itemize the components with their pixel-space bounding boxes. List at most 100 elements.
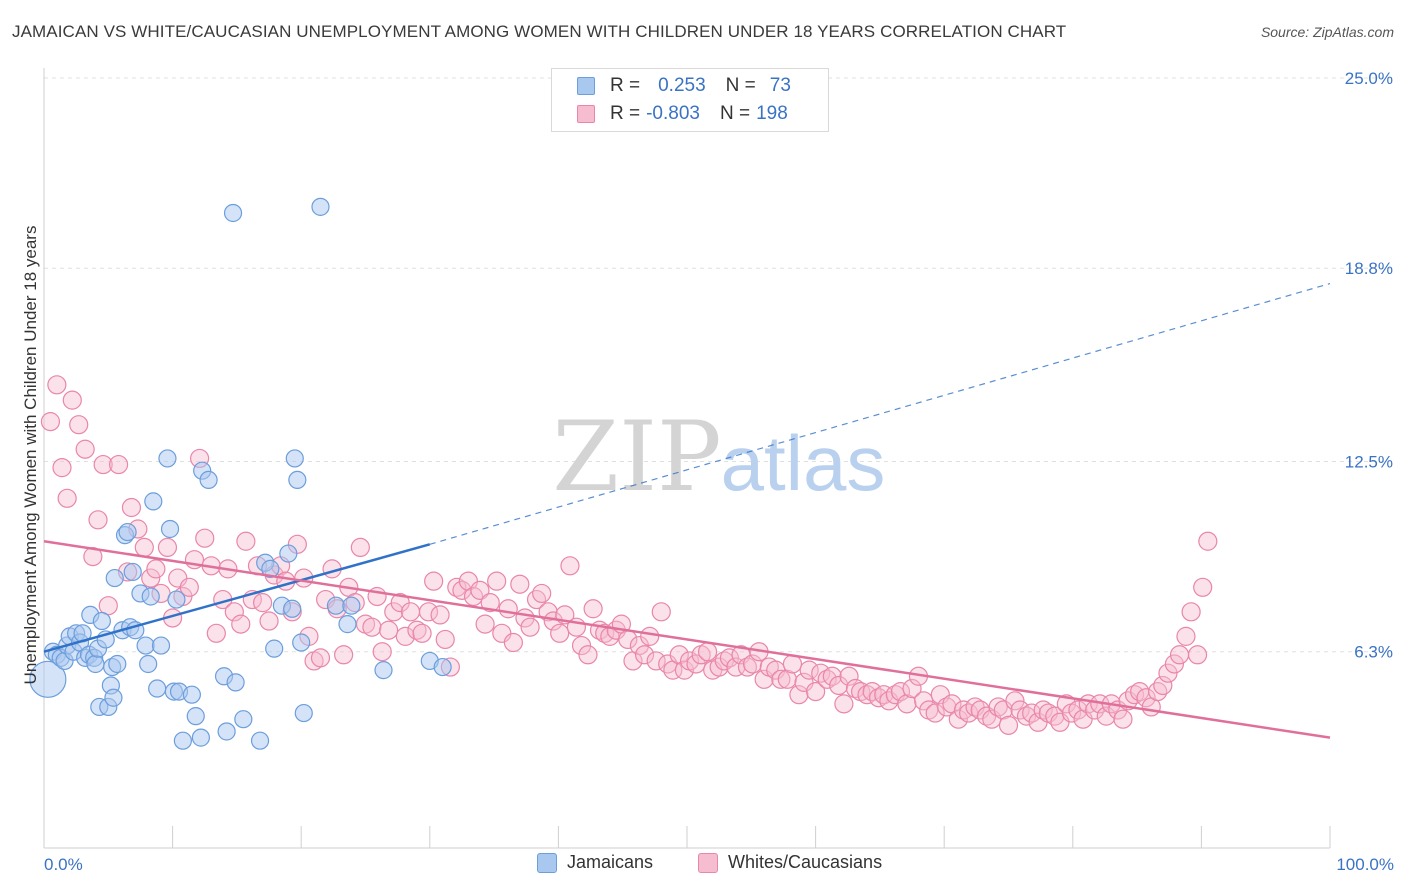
bottom-legend-label-jamaicans: Jamaicans: [567, 852, 654, 872]
legend-row-jamaicans: R = 0.253 N = 73: [577, 74, 791, 98]
data-point-white: [902, 678, 922, 699]
data-point-white: [874, 685, 894, 705]
data-point-white: [789, 685, 809, 705]
x-tick-label-min: 0.0%: [44, 855, 83, 874]
data-point-white: [1016, 706, 1037, 726]
data-point-jamaican: [86, 654, 105, 674]
data-point-white: [697, 642, 718, 662]
data-point-white: [195, 528, 215, 548]
data-point-jamaican: [151, 636, 171, 655]
data-point-jamaican: [199, 470, 218, 490]
legend-r-value: -0.803: [646, 103, 700, 124]
data-point-white: [1187, 645, 1208, 665]
data-point-white: [669, 645, 689, 665]
data-point-white: [948, 709, 968, 729]
data-point-jamaican: [186, 707, 205, 726]
data-point-jamaican: [118, 522, 137, 542]
y-tick-labels: 6.3% 12.5% 18.8% 25.0%: [1345, 69, 1393, 662]
data-point-jamaican: [326, 596, 346, 615]
data-point-jamaican: [342, 596, 361, 615]
data-point-white: [334, 645, 354, 665]
data-point-white: [686, 654, 706, 674]
series-jamaicans: [29, 197, 452, 750]
data-point-jamaican: [265, 639, 284, 658]
data-point-white: [646, 651, 666, 671]
data-point-white: [640, 626, 660, 646]
data-point-white: [1045, 706, 1065, 726]
data-point-white: [407, 620, 427, 640]
data-point-jamaican: [292, 633, 311, 652]
data-point-white: [206, 623, 226, 643]
data-point-white: [988, 697, 1008, 717]
data-point-white: [121, 497, 142, 518]
data-point-jamaican: [223, 203, 243, 223]
data-point-jamaican: [294, 703, 313, 723]
y-tick-label: 18.8%: [1345, 259, 1393, 278]
data-point-white: [834, 694, 854, 714]
data-point-jamaican: [338, 615, 357, 634]
data-point-jamaican: [160, 519, 180, 539]
data-point-white: [503, 632, 523, 653]
data-point-white: [510, 574, 530, 594]
data-point-white: [1068, 700, 1088, 720]
legend-row-whites: R = -0.803 N = 198: [577, 102, 788, 126]
data-point-white: [857, 685, 877, 705]
legend-r-value: 0.253: [658, 75, 706, 96]
trend-lines: [43, 282, 1331, 739]
y-tick-label: 25.0%: [1345, 69, 1393, 88]
data-point-white: [350, 537, 370, 558]
data-point-white: [475, 614, 495, 634]
bottom-legend-label-whites: Whites/Caucasians: [728, 852, 883, 872]
data-point-white: [480, 593, 500, 613]
data-point-white: [93, 454, 113, 475]
legend-swatch-blue: [577, 77, 595, 95]
data-point-white: [157, 537, 178, 558]
data-point-white: [447, 577, 467, 597]
data-point-white: [470, 580, 490, 600]
trend-line-whites: [43, 540, 1331, 739]
data-point-white: [771, 669, 791, 689]
data-point-white: [498, 599, 518, 619]
data-point-white: [1136, 688, 1156, 708]
data-point-jamaican: [144, 492, 163, 511]
data-point-white: [925, 703, 945, 723]
data-point-jamaican: [136, 636, 155, 655]
y-axis-label: Unemployment Among Women with Children U…: [21, 226, 40, 685]
data-point-white: [435, 629, 455, 650]
data-point-white: [412, 623, 432, 643]
x-tick-label-max: 100.0%: [1336, 855, 1394, 874]
data-point-white: [560, 556, 580, 576]
data-point-white: [430, 605, 450, 625]
data-point-white: [236, 531, 256, 551]
data-point-white: [520, 617, 540, 637]
data-point-white: [1193, 577, 1213, 597]
data-point-white: [1113, 709, 1133, 729]
data-point-jamaican: [182, 685, 201, 704]
data-point-white: [75, 439, 95, 459]
data-point-white: [897, 694, 917, 714]
data-point-white: [259, 611, 279, 631]
data-point-jamaican: [288, 470, 307, 490]
data-point-jamaican: [158, 449, 177, 468]
data-point-white: [62, 390, 82, 410]
data-point-white: [1164, 654, 1184, 674]
data-point-white: [1181, 602, 1201, 622]
data-point-white: [1148, 681, 1168, 702]
data-point-white: [817, 669, 837, 689]
data-point-white: [253, 593, 273, 613]
data-point-white: [742, 654, 763, 674]
data-point-white: [839, 666, 859, 686]
data-point-white: [69, 415, 89, 435]
data-point-white: [578, 645, 598, 665]
data-point-jamaican: [104, 688, 123, 707]
data-point-white: [998, 715, 1019, 735]
data-point-white: [634, 645, 655, 665]
data-point-white: [937, 697, 957, 717]
data-point-white: [550, 623, 570, 643]
data-point-white: [714, 651, 734, 671]
data-point-white: [1198, 531, 1218, 551]
data-point-white: [231, 614, 251, 634]
data-point-jamaican: [29, 660, 67, 698]
data-point-white: [674, 660, 695, 680]
data-point-white: [88, 510, 108, 530]
